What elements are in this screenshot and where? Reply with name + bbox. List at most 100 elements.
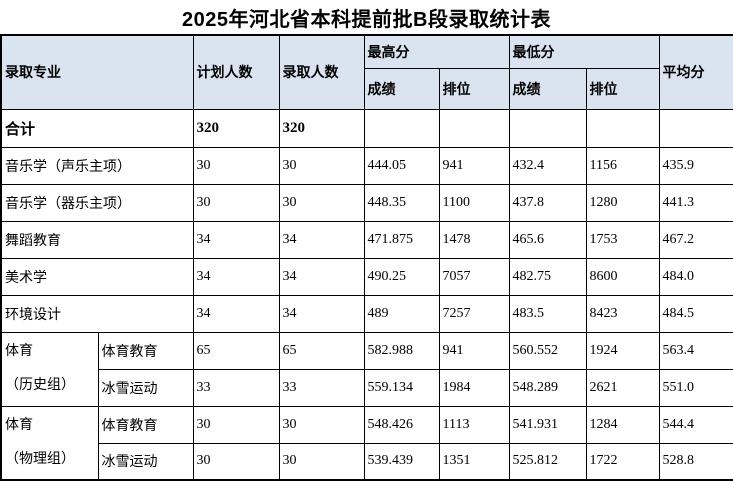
- header-planned-count: 计划人数: [192, 34, 280, 110]
- avg-cell: 441.3: [658, 183, 733, 222]
- avg-cell: 484.0: [658, 257, 733, 296]
- min-score-cell: 525.812: [508, 442, 587, 481]
- header-row-1: 录取专业 计划人数 录取人数 最高分 最低分 平均分: [0, 34, 733, 110]
- max-rank-cell: 1351: [438, 442, 510, 481]
- max-score-cell: 548.426: [363, 405, 440, 444]
- sport-group-cell: 体育 （历史组）: [0, 331, 99, 407]
- planned-cell: 34: [192, 220, 280, 259]
- max-rank-cell: 941: [438, 146, 510, 185]
- admitted-cell: 34: [278, 294, 365, 333]
- header-lowest-score: 最低分: [508, 34, 660, 69]
- max-score-cell: 559.134: [363, 368, 440, 407]
- sport-group-line1: 体育: [5, 344, 33, 359]
- admitted-cell: 65: [278, 331, 365, 370]
- min-rank-cell: 1924: [585, 331, 660, 370]
- max-score-cell: 490.25: [363, 257, 440, 296]
- min-rank-cell: 1280: [585, 183, 660, 222]
- major-cell: 体育教育: [97, 331, 194, 370]
- planned-cell: 30: [192, 146, 280, 185]
- max-score-cell: 448.35: [363, 183, 440, 222]
- min-rank-cell: 8423: [585, 294, 660, 333]
- avg-cell: 544.4: [658, 405, 733, 444]
- max-rank-cell: 1100: [438, 183, 510, 222]
- min-score-cell: 541.931: [508, 405, 587, 444]
- header-average-score: 平均分: [658, 34, 733, 110]
- avg-cell: 528.8: [658, 442, 733, 481]
- min-rank-cell: 1722: [585, 442, 660, 481]
- table-row: 舞蹈教育 34 34 471.875 1478 465.6 1753 467.2: [0, 220, 733, 259]
- min-score-cell: 437.8: [508, 183, 587, 222]
- min-rank-cell: [585, 108, 660, 148]
- max-score-cell: 582.988: [363, 331, 440, 370]
- min-rank-cell: 1753: [585, 220, 660, 259]
- planned-cell: 33: [192, 368, 280, 407]
- max-score-cell: [363, 108, 440, 148]
- admitted-cell: 34: [278, 220, 365, 259]
- page-title: 2025年河北省本科提前批B段录取统计表: [182, 8, 551, 31]
- total-label-cell: 合计: [0, 108, 194, 148]
- min-score-cell: 465.6: [508, 220, 587, 259]
- avg-cell: [658, 108, 733, 148]
- table-row: 冰雪运动 30 30 539.439 1351 525.812 1722 528…: [1, 442, 733, 481]
- header-lowest-score-value: 成绩: [508, 67, 587, 110]
- table-row: 冰雪运动 33 33 559.134 1984 548.289 2621 551…: [1, 368, 733, 407]
- planned-cell: 30: [192, 183, 280, 222]
- avg-cell: 563.4: [658, 331, 733, 370]
- sport-group-line2: （历史组）: [5, 378, 75, 393]
- major-cell: 音乐学（器乐主项）: [0, 183, 194, 222]
- header-lowest-rank: 排位: [585, 67, 660, 110]
- planned-cell: 34: [192, 257, 280, 296]
- table-row: 美术学 34 34 490.25 7057 482.75 8600 484.0: [0, 257, 733, 296]
- planned-cell: 30: [192, 405, 280, 444]
- table-row: 音乐学（声乐主项） 30 30 444.05 941 432.4 1156 43…: [0, 146, 733, 185]
- total-row: 合计 320 320: [0, 108, 733, 148]
- major-cell: 美术学: [0, 257, 194, 296]
- avg-cell: 551.0: [658, 368, 733, 407]
- admitted-cell: 30: [278, 183, 365, 222]
- max-rank-cell: [438, 108, 510, 148]
- header-major: 录取专业: [0, 34, 194, 110]
- admitted-cell: 34: [278, 257, 365, 296]
- table-row: 环境设计 34 34 489 7257 483.5 8423 484.5: [0, 294, 733, 333]
- major-cell: 冰雪运动: [97, 368, 194, 407]
- min-rank-cell: 2621: [585, 368, 660, 407]
- major-cell: 体育教育: [97, 405, 194, 444]
- max-rank-cell: 7057: [438, 257, 510, 296]
- max-rank-cell: 1984: [438, 368, 510, 407]
- avg-cell: 467.2: [658, 220, 733, 259]
- major-cell: 舞蹈教育: [0, 220, 194, 259]
- max-rank-cell: 941: [438, 331, 510, 370]
- min-rank-cell: 1284: [585, 405, 660, 444]
- planned-cell: 320: [192, 108, 280, 148]
- min-score-cell: 548.289: [508, 368, 587, 407]
- max-score-cell: 444.05: [363, 146, 440, 185]
- header-highest-score-value: 成绩: [363, 67, 440, 110]
- max-rank-cell: 1478: [438, 220, 510, 259]
- sport-group-line2: （物理组）: [5, 451, 75, 467]
- avg-cell: 484.5: [658, 294, 733, 333]
- min-rank-cell: 1156: [585, 146, 660, 185]
- max-score-cell: 489: [363, 294, 440, 333]
- admissions-table: 录取专业 计划人数 录取人数 最高分 最低分 平均分 成绩 排位 成绩 排位 合…: [0, 34, 733, 481]
- header-highest-score: 最高分: [363, 34, 510, 69]
- min-score-cell: 483.5: [508, 294, 587, 333]
- min-score-cell: 560.552: [508, 331, 587, 370]
- planned-cell: 34: [192, 294, 280, 333]
- max-score-cell: 471.875: [363, 220, 440, 259]
- header-row-2: 成绩 排位 成绩 排位: [1, 67, 733, 110]
- admitted-cell: 30: [278, 442, 365, 481]
- admitted-cell: 30: [278, 146, 365, 185]
- min-score-cell: [508, 108, 587, 148]
- min-rank-cell: 8600: [585, 257, 660, 296]
- table-row: 音乐学（器乐主项） 30 30 448.35 1100 437.8 1280 4…: [0, 183, 733, 222]
- major-cell: 冰雪运动: [97, 442, 194, 481]
- min-score-cell: 432.4: [508, 146, 587, 185]
- major-cell: 环境设计: [0, 294, 194, 333]
- admitted-cell: 33: [278, 368, 365, 407]
- table-row: 体育 （历史组） 体育教育 65 65 582.988 941 560.552 …: [0, 331, 733, 407]
- table-row: 体育 （物理组） 体育教育 30 30 548.426 1113 541.931…: [0, 405, 733, 481]
- min-score-cell: 482.75: [508, 257, 587, 296]
- major-cell: 音乐学（声乐主项）: [0, 146, 194, 185]
- max-rank-cell: 7257: [438, 294, 510, 333]
- admitted-cell: 30: [278, 405, 365, 444]
